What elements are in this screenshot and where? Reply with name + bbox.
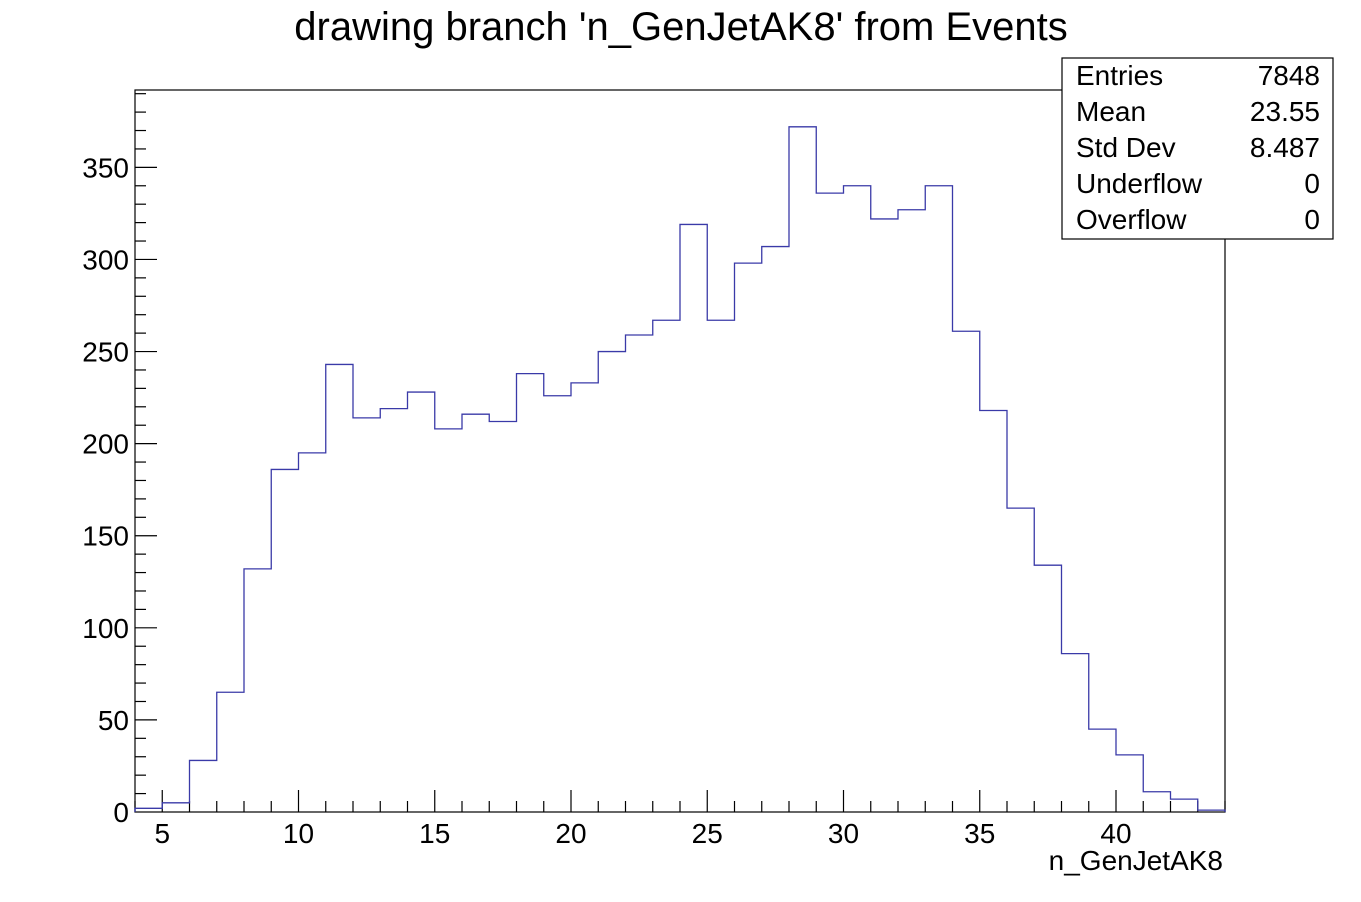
histogram-bin — [217, 692, 244, 812]
histogram-bin — [544, 396, 571, 812]
stats-label: Entries — [1076, 60, 1163, 91]
stats-label: Underflow — [1076, 168, 1203, 199]
x-axis-label: n_GenJetAK8 — [1049, 845, 1223, 876]
stats-value: 7848 — [1258, 60, 1320, 91]
histogram-bin — [271, 469, 298, 812]
y-tick-label: 50 — [98, 705, 129, 736]
stats-value: 8.487 — [1250, 132, 1320, 163]
stats-label: Mean — [1076, 96, 1146, 127]
histogram-bin — [680, 224, 707, 812]
histogram-bin — [190, 760, 217, 812]
y-tick-label: 0 — [113, 797, 129, 828]
y-tick-label: 100 — [82, 613, 129, 644]
histogram-bin — [1116, 755, 1143, 812]
x-tick-label: 15 — [419, 818, 450, 849]
histogram-bin — [462, 414, 489, 812]
histogram-bin — [380, 409, 407, 812]
histogram-bin — [326, 364, 353, 812]
histogram-bin — [980, 410, 1007, 812]
histogram-bin — [1062, 654, 1089, 812]
histogram-bin — [653, 320, 680, 812]
stats-label: Overflow — [1076, 204, 1187, 235]
chart-title: drawing branch 'n_GenJetAK8' from Events — [294, 5, 1067, 49]
y-axis: 0 50 100 150 200 250 300 350 — [82, 93, 157, 828]
histogram-bin — [162, 803, 189, 812]
histogram-bin — [1089, 729, 1116, 812]
histogram-bin — [435, 429, 462, 812]
histogram-bin — [626, 335, 653, 812]
histogram-bin — [1034, 565, 1061, 812]
histogram-bin — [1143, 792, 1170, 812]
x-tick-label: 30 — [828, 818, 859, 849]
histogram-bin — [489, 422, 516, 812]
y-tick-label: 200 — [82, 429, 129, 460]
histogram-bin — [925, 186, 952, 812]
stats-value: 23.55 — [1250, 96, 1320, 127]
histogram-bin — [707, 320, 734, 812]
histogram-bin — [844, 186, 871, 812]
x-tick-label: 35 — [964, 818, 995, 849]
x-tick-label: 40 — [1100, 818, 1131, 849]
histogram-bin — [735, 263, 762, 812]
histogram-bin — [571, 383, 598, 812]
histogram-bin — [353, 418, 380, 812]
histogram-bin — [762, 247, 789, 812]
histogram-bin — [299, 453, 326, 812]
histogram-bin — [408, 392, 435, 812]
histogram-bin — [1171, 799, 1198, 812]
histogram-bin — [871, 219, 898, 812]
histogram-bin — [898, 210, 925, 812]
x-tick-label: 20 — [555, 818, 586, 849]
y-tick-label: 250 — [82, 337, 129, 368]
x-tick-label: 25 — [692, 818, 723, 849]
x-axis: 5 10 15 20 25 30 35 40 — [134, 790, 1226, 849]
x-tick-label: 5 — [154, 818, 170, 849]
histogram-bin — [953, 331, 980, 812]
histogram-bin — [1007, 508, 1034, 812]
y-tick-label: 150 — [82, 521, 129, 552]
stats-value: 0 — [1304, 204, 1320, 235]
stats-value: 0 — [1304, 168, 1320, 199]
stats-box: Entries 7848 Mean 23.55 Std Dev 8.487 Underflo… — [1061, 57, 1334, 240]
x-tick-label: 10 — [283, 818, 314, 849]
stats-box-frame — [1061, 57, 1334, 240]
histogram-outline — [134, 126, 1226, 812]
histogram-bin — [789, 127, 816, 812]
y-tick-label: 300 — [82, 244, 129, 275]
histogram-bin — [598, 352, 625, 812]
histogram-bin — [244, 569, 271, 812]
histogram-bin — [816, 193, 843, 812]
stats-label: Std Dev — [1076, 132, 1176, 163]
y-tick-label: 350 — [82, 152, 129, 183]
histogram-bin — [517, 374, 544, 812]
